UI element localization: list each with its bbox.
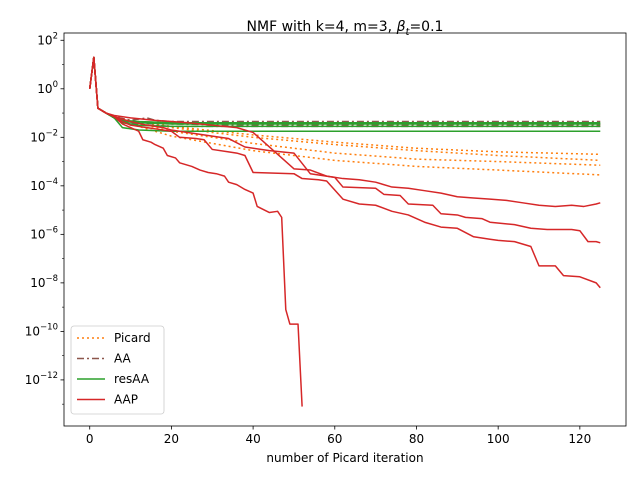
x-tick-label-40: 40 xyxy=(245,432,260,446)
x-tick-label-100: 100 xyxy=(487,432,510,446)
y-tick-label-2: 102 xyxy=(37,31,58,47)
plot-frame xyxy=(63,32,627,427)
series-layer xyxy=(88,56,601,407)
series-line-aap-14 xyxy=(88,56,601,244)
y-tick-label--12: 10−12 xyxy=(25,371,58,387)
axes-layer xyxy=(63,32,627,427)
series-line-aap-15 xyxy=(88,56,601,208)
legend-label-resaa: resAA xyxy=(114,372,150,386)
legend-label-picard: Picard xyxy=(114,331,151,345)
series-line-aap-12 xyxy=(88,56,303,407)
chart-title: NMF with k=4, m=3, βt=0.1 xyxy=(247,19,444,38)
y-tick-label-0: 100 xyxy=(37,80,58,96)
ticks-layer: 0 20 40 60 80 100 120 102 100 10−2 10−4 10−6 10−8 10−… xyxy=(25,31,592,446)
x-tick-label-80: 80 xyxy=(409,432,424,446)
legend-label-aa: AA xyxy=(114,352,132,366)
y-tick-label--6: 10−6 xyxy=(30,225,58,241)
y-tick-label--2: 10−2 xyxy=(30,128,58,144)
legend-box xyxy=(70,325,165,415)
y-tick-label--10: 10−10 xyxy=(25,322,58,338)
y-tick-label--8: 10−8 xyxy=(30,274,58,290)
legend-label-aap: AAP xyxy=(114,393,138,407)
series-line-aap-13 xyxy=(88,56,601,289)
x-tick-label-20: 20 xyxy=(164,432,179,446)
x-tick-label-60: 60 xyxy=(327,432,342,446)
x-tick-label-0: 0 xyxy=(86,432,94,446)
series-line-picard-2 xyxy=(88,56,601,166)
x-axis-label: number of Picard iteration xyxy=(266,451,423,465)
x-tick-label-120: 120 xyxy=(568,432,591,446)
legend: Picard AA resAA AAP xyxy=(70,325,165,415)
y-tick-label--4: 10−4 xyxy=(30,177,58,193)
